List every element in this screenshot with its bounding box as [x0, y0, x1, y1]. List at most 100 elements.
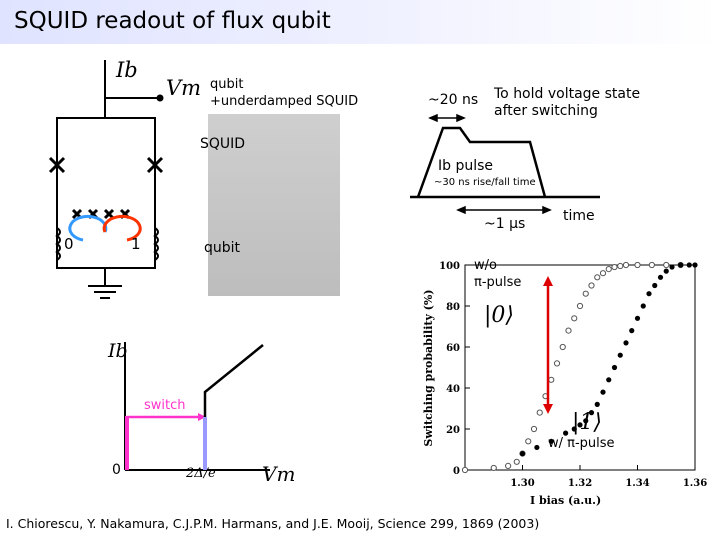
data-point-with-pi	[571, 426, 577, 432]
iv-x-label: Vm	[262, 462, 296, 486]
ket1-label: |1⟩	[572, 410, 602, 435]
duration-arrow	[456, 205, 552, 215]
squid-circuit	[48, 60, 164, 299]
vm-terminal	[156, 94, 164, 102]
switch-label: switch	[144, 398, 186, 413]
y-tick-label: 80	[446, 302, 460, 313]
photo-top-label: qubit +underdamped SQUID	[210, 77, 359, 109]
data-point-with-pi	[657, 274, 664, 280]
switch-arrowhead	[198, 413, 206, 421]
resistive-branch	[203, 344, 264, 417]
inductor-right	[153, 227, 159, 261]
data-point-with-pi	[692, 262, 698, 268]
pi-pulse-arrowhead-down	[543, 404, 553, 414]
x-tick-label: 1.32	[568, 478, 592, 489]
data-point-with-pi	[606, 377, 612, 383]
iv-curve	[124, 342, 270, 471]
data-point-without-pi	[617, 262, 624, 270]
data-point-without-pi	[594, 274, 601, 281]
squid-label: SQUID	[200, 136, 246, 152]
title-bar: SQUID readout of flux qubit	[0, 0, 720, 44]
data-point-without-pi	[582, 290, 589, 297]
x-tick-label: 1.30	[510, 478, 534, 489]
data-point-without-pi	[622, 261, 630, 269]
pi-pulse-arrowhead-up	[543, 276, 553, 286]
rise-fall-note: ~30 ns rise/fall time	[434, 177, 536, 188]
iv-origin-label: 0	[112, 462, 121, 478]
without-pi-label: w/o π-pulse	[474, 258, 522, 290]
data-point-with-pi	[678, 262, 684, 268]
x-tick-label: 1.36	[683, 478, 707, 489]
chart-y-label: Switching probability (%)	[422, 289, 435, 447]
data-point-without-pi	[559, 343, 566, 351]
data-point-without-pi	[548, 376, 555, 383]
data-point-without-pi	[648, 261, 655, 269]
data-point-with-pi	[563, 430, 569, 436]
qubit-label: qubit	[204, 240, 241, 256]
y-tick-label: 40	[446, 384, 460, 395]
data-point-with-pi	[634, 315, 641, 321]
junction-right	[146, 156, 164, 174]
pulse-diagram	[410, 126, 600, 199]
data-point-with-pi	[640, 303, 646, 309]
gap-label: 2Δ/e	[186, 466, 216, 481]
data-point-with-pi	[629, 328, 635, 334]
data-point-without-pi	[505, 462, 512, 469]
data-point-without-pi	[588, 282, 595, 289]
data-point-without-pi	[461, 466, 469, 474]
state0-label: 0	[64, 235, 74, 253]
data-point-with-pi	[652, 282, 658, 289]
data-point-with-pi	[617, 352, 623, 358]
time-label: time	[563, 208, 595, 224]
chart-x-label: I bias (a.u.)	[530, 494, 602, 507]
rise-time-label: ~20 ns	[428, 92, 479, 108]
iv-y-label: Ib	[108, 340, 128, 362]
data-point-without-pi	[536, 409, 543, 416]
data-point-with-pi	[519, 451, 526, 457]
data-point-without-pi	[490, 464, 497, 472]
data-point-with-pi	[594, 401, 600, 407]
ground-symbol	[88, 285, 122, 299]
data-point-without-pi	[605, 266, 612, 273]
ket0-label: |0⟩	[484, 303, 514, 328]
data-point-with-pi	[548, 438, 554, 444]
data-point-without-pi	[571, 315, 578, 322]
y-tick-label: 100	[439, 261, 460, 272]
y-tick-label: 20	[446, 425, 460, 436]
state1-arrow	[102, 214, 142, 242]
chart-points	[461, 261, 698, 474]
state0-arrow	[68, 214, 108, 242]
y-tick-label: 0	[453, 466, 460, 477]
switching-probability-chart: 0 20 40 60 80 100 1.30 1.32 1.34 1.36	[439, 261, 707, 489]
data-point-without-pi	[525, 438, 532, 445]
data-point-with-pi	[600, 389, 606, 395]
data-point-with-pi	[686, 262, 692, 268]
data-point-with-pi	[577, 422, 583, 428]
data-point-with-pi	[534, 444, 540, 451]
data-point-with-pi	[663, 268, 669, 274]
data-point-without-pi	[530, 425, 538, 433]
ib-pulse-label: Ib pulse	[438, 158, 494, 174]
rise-time-arrow	[428, 113, 466, 123]
data-point-without-pi	[599, 270, 607, 277]
data-point-without-pi	[553, 360, 561, 367]
data-point-with-pi	[646, 291, 652, 297]
chart-ticks: 0 20 40 60 80 100 1.30 1.32 1.34 1.36	[439, 261, 707, 489]
hold-label: To hold voltage state after switching	[494, 86, 641, 119]
data-point-with-pi	[583, 418, 589, 424]
device-photo	[208, 114, 340, 296]
with-pi-label: w/ π-pulse	[548, 436, 615, 451]
vm-label: Vm	[166, 76, 202, 100]
duration-label: ~1 µs	[484, 216, 526, 232]
data-point-without-pi	[611, 263, 618, 271]
ib-label: Ib	[116, 58, 138, 82]
junction-left	[48, 156, 66, 174]
data-point-without-pi	[576, 302, 584, 310]
data-point-without-pi	[663, 261, 670, 269]
data-point-with-pi	[669, 264, 675, 270]
y-tick-label: 60	[446, 343, 460, 354]
slide-title: SQUID readout of flux qubit	[14, 8, 331, 34]
ib-pulse-waveform	[416, 126, 547, 198]
inductor-left	[55, 227, 61, 261]
